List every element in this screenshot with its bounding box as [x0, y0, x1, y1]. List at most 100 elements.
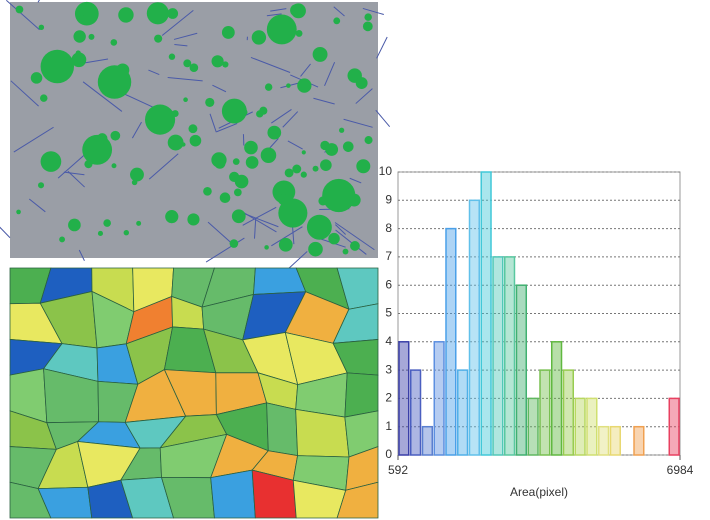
grain — [40, 94, 47, 101]
grain — [16, 210, 21, 215]
grain — [41, 50, 74, 83]
grain — [212, 55, 224, 67]
grain — [244, 141, 258, 155]
figure: Area(pixel) 0123456789105926984 — [0, 0, 710, 520]
grain — [132, 180, 138, 186]
grain — [301, 172, 307, 178]
y-tick-label: 2 — [385, 391, 392, 405]
grain — [320, 159, 332, 171]
grain — [73, 30, 85, 42]
bar — [564, 370, 574, 455]
grain — [230, 239, 239, 248]
grain — [84, 138, 98, 152]
grain — [130, 168, 144, 182]
grain — [168, 135, 184, 151]
y-tick-label: 3 — [385, 362, 392, 376]
bar — [634, 427, 644, 455]
x-tick-label: 6984 — [667, 463, 694, 477]
cell — [345, 373, 378, 417]
grain — [356, 159, 370, 173]
grain — [110, 131, 120, 141]
grain — [118, 7, 133, 22]
grain — [233, 158, 240, 165]
bar — [587, 398, 597, 455]
grain — [308, 242, 323, 257]
grain — [364, 13, 371, 20]
grain — [98, 231, 103, 236]
grain — [279, 238, 293, 252]
grain — [39, 25, 44, 30]
grain — [145, 105, 175, 135]
y-tick-label: 4 — [385, 334, 392, 348]
bar — [434, 342, 444, 455]
y-tick-label: 6 — [385, 277, 392, 291]
bar — [458, 370, 468, 455]
grain — [222, 26, 235, 39]
grain — [41, 151, 62, 172]
grain — [103, 219, 111, 227]
grain — [222, 99, 247, 124]
y-tick-label: 10 — [379, 164, 393, 178]
bar — [481, 172, 491, 455]
bar — [611, 427, 621, 455]
y-tick-label: 7 — [385, 249, 392, 263]
grain — [75, 2, 99, 26]
x-tick-label: 592 — [388, 463, 408, 477]
grain — [292, 165, 301, 174]
bar — [552, 342, 562, 455]
grain — [136, 221, 141, 226]
grain — [246, 156, 259, 169]
grain — [188, 124, 197, 133]
grain — [290, 4, 302, 16]
grain — [259, 107, 267, 115]
bar — [470, 200, 480, 455]
grain-boundary — [0, 220, 10, 237]
voronoi-map — [10, 268, 378, 518]
x-axis-label: Area(pixel) — [510, 485, 568, 499]
grain — [265, 83, 272, 90]
grain — [325, 143, 338, 156]
grain — [59, 237, 65, 243]
grain — [322, 179, 355, 212]
grain — [307, 215, 332, 240]
grain-boundary — [377, 37, 388, 58]
grain — [31, 72, 43, 84]
grain — [154, 35, 162, 43]
grain — [339, 128, 344, 133]
y-tick-label: 8 — [385, 221, 392, 235]
grain — [187, 213, 199, 225]
grain — [98, 65, 131, 98]
grain — [89, 34, 95, 40]
grain — [167, 8, 178, 19]
cell — [296, 409, 349, 457]
grain — [68, 219, 81, 232]
y-tick-label: 5 — [385, 306, 392, 320]
grain — [220, 192, 231, 203]
grain — [172, 110, 179, 117]
bar — [493, 257, 503, 455]
grain — [297, 78, 311, 92]
bar — [505, 257, 515, 455]
grain — [313, 47, 328, 62]
grain — [333, 17, 340, 24]
grain — [165, 210, 178, 223]
grain — [343, 249, 349, 255]
bar — [516, 285, 526, 455]
bar — [528, 398, 538, 455]
bar — [411, 370, 421, 455]
bar — [540, 370, 550, 455]
y-tick-label: 0 — [385, 447, 392, 461]
grain — [190, 135, 202, 147]
grain — [285, 168, 294, 177]
grain — [350, 241, 360, 251]
page: Area(pixel) 0123456789105926984 — [0, 0, 710, 520]
grain — [302, 150, 306, 154]
grain — [76, 50, 81, 55]
grain — [365, 136, 373, 144]
grain — [112, 163, 117, 168]
grain — [363, 21, 373, 31]
grain — [261, 147, 277, 163]
grain — [356, 77, 368, 89]
grain — [147, 2, 169, 24]
